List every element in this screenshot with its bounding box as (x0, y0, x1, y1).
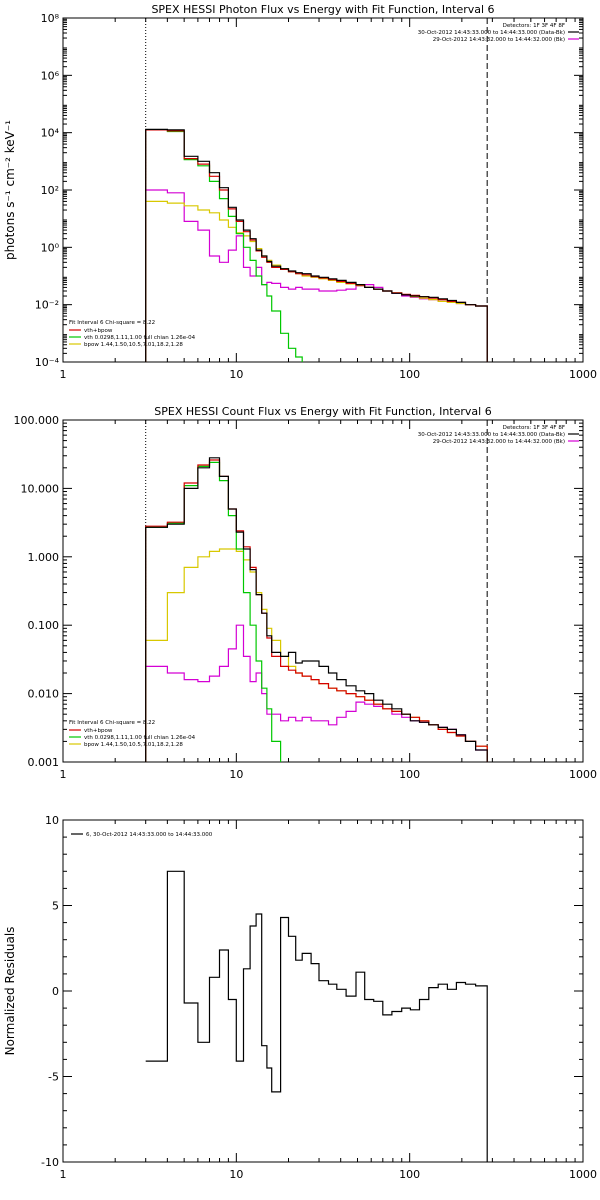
x-tick-label: 1 (60, 1168, 67, 1181)
plot-frame (62, 819, 584, 1163)
y-tick-label: 10.000 (21, 482, 60, 495)
legend-item: 6, 30-Oct-2012 14:43:33.000 to 14:44:33.… (86, 832, 213, 838)
legend-item: vth+bpow (84, 328, 113, 334)
y-tick-label: 10 (45, 814, 59, 827)
chart-title: SPEX HESSI Photon Flux vs Energy with Fi… (151, 3, 494, 16)
header-bk-interval: 29-Oct-2012 14:43:32.000 to 14:44:32.000… (433, 37, 565, 43)
legend-item: vth+bpow (84, 728, 113, 734)
y-axis-label: photons s⁻¹ cm⁻² keV⁻¹ (3, 120, 17, 260)
header-detectors: Detectors: 1F 3F 4F 8F (503, 425, 565, 431)
panel-2: SPEX HESSI Count Flux vs Energy with Fit… (14, 405, 598, 781)
x-tick-label: 1 (60, 768, 67, 781)
y-tick-label: 10⁻² (35, 299, 59, 312)
panel-3: 1 10 100 1000 -10 -5 0 5 10 Normalized Residuals 6… (3, 814, 597, 1181)
legend-item: vth 0.0298,1.11,1.00 full chian 1.26e-04 (84, 335, 196, 341)
y-tick-label: 10⁰ (41, 241, 60, 254)
plot-frame (62, 419, 584, 763)
series-bpow (145, 200, 488, 362)
series-bk (145, 624, 488, 762)
x-tick-label: 10 (229, 768, 243, 781)
y-tick-label: -5 (48, 1071, 59, 1084)
header-detectors: Detectors: 1F 3F 4F 8F (503, 23, 565, 29)
x-tick-label: 1000 (569, 368, 597, 381)
plot-area (145, 870, 488, 1162)
y-tick-label: 10⁶ (41, 69, 60, 82)
x-tick-label: 1000 (569, 1168, 597, 1181)
x-tick-label: 1 (60, 368, 67, 381)
series-data-bk (145, 128, 488, 362)
y-tick-label: -10 (41, 1156, 59, 1169)
x-tick-label: 100 (399, 368, 420, 381)
series-vth (145, 129, 303, 362)
x-tick-label: 1000 (569, 768, 597, 781)
legend-item: vth 0.0298,1.11,1.00 full chian 1.26e-04 (84, 735, 196, 741)
plot-area (145, 457, 488, 762)
y-tick-label: 0 (52, 985, 59, 998)
series-vth (145, 461, 282, 762)
y-tick-label: 1.000 (28, 551, 60, 564)
legend-title: Fit Interval 6 Chi-square = 8.22 (69, 720, 155, 726)
header-bk-interval: 29-Oct-2012 14:43:32.000 to 14:44:32.000… (433, 439, 565, 445)
y-tick-label: 5 (52, 900, 59, 913)
y-tick-label: 10⁸ (41, 12, 60, 25)
y-tick-label: 10⁻⁴ (35, 356, 60, 369)
y-tick-label: 100.000 (14, 414, 60, 427)
header-data-interval: 30-Oct-2012 14:43:33.000 to 14:44:33.000… (418, 432, 565, 438)
series-vth-bpow (145, 459, 488, 762)
legend-item: bpow 1.44,1.50,10.5,7.01,18.2,1.28 (84, 742, 183, 748)
plot-frame (62, 17, 584, 363)
series-bk (145, 189, 488, 362)
series-vth-bpow (145, 129, 488, 362)
legend-item: bpow 1.44,1.50,10.5,7.01,18.2,1.28 (84, 342, 183, 348)
header-data-interval: 30-Oct-2012 14:43:33.000 to 14:44:33.000… (418, 30, 565, 36)
y-tick-label: 0.010 (28, 688, 60, 701)
x-tick-label: 100 (399, 768, 420, 781)
y-tick-label: 10⁴ (41, 127, 60, 140)
x-tick-label: 10 (229, 1168, 243, 1181)
x-tick-label: 10 (229, 368, 243, 381)
chart-title: SPEX HESSI Count Flux vs Energy with Fit… (154, 405, 491, 418)
y-tick-label: 0.100 (28, 619, 60, 632)
y-axis-label: Normalized Residuals (3, 927, 17, 1056)
plot-area (145, 128, 488, 362)
y-tick-label: 10² (41, 184, 59, 197)
x-tick-label: 100 (399, 1168, 420, 1181)
legend-title: Fit Interval 6 Chi-square = 8.22 (69, 320, 155, 326)
panel-1: SPEX HESSI Photon Flux vs Energy with Fi… (3, 3, 597, 381)
y-tick-label: 0.001 (28, 756, 60, 769)
series-bpow (145, 548, 488, 762)
series-data-bk (145, 457, 488, 762)
series-6-30-oct-2012-14-43-33-000-to- (145, 870, 488, 1162)
